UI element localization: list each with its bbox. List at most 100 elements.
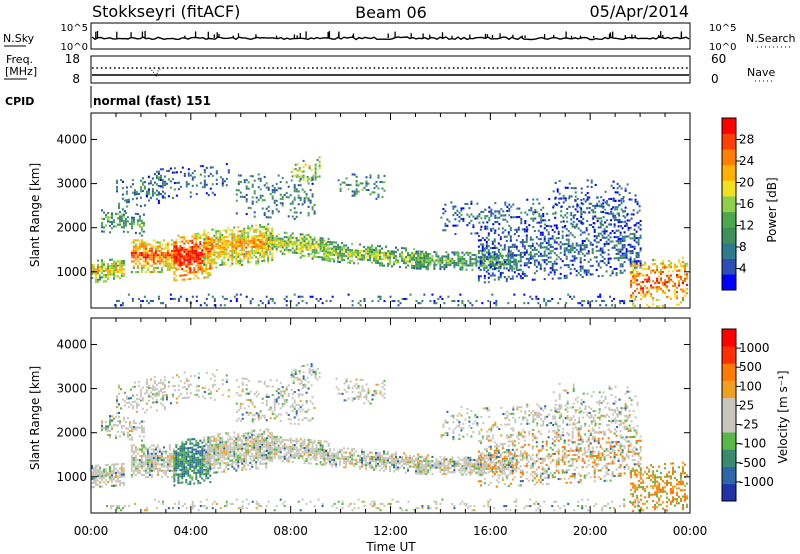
heatmap-cell	[267, 261, 270, 264]
heatmap-cell	[115, 269, 117, 272]
heatmap-cell	[668, 264, 670, 267]
heatmap-cell	[511, 254, 514, 257]
heatmap-cell	[187, 242, 190, 245]
heatmap-cell	[595, 235, 598, 238]
heatmap-cell	[504, 214, 507, 217]
heatmap-cell	[213, 241, 216, 244]
heatmap-cell	[207, 455, 210, 458]
heatmap-cell	[575, 274, 578, 277]
heatmap-cell	[607, 249, 610, 252]
heatmap-cell	[425, 257, 428, 260]
heatmap-cell	[231, 243, 234, 246]
heatmap-cell	[113, 478, 115, 481]
heatmap-cell	[646, 278, 649, 281]
heatmap-cell	[175, 452, 178, 455]
heatmap-cell	[553, 241, 556, 244]
nsky-tick-bottom: 10^0	[61, 42, 88, 53]
heatmap-cell	[142, 454, 145, 457]
heatmap-cell	[323, 251, 326, 254]
heatmap-cell	[573, 225, 576, 228]
heatmap-cell	[497, 227, 500, 230]
heatmap-cell	[383, 264, 385, 267]
heatmap-cell	[419, 252, 422, 255]
heatmap-cell	[185, 181, 188, 184]
heatmap-cell	[138, 459, 141, 462]
heatmap-cell	[199, 236, 202, 239]
heatmap-cell	[355, 190, 358, 193]
heatmap-cell	[205, 244, 208, 247]
heatmap-cell	[203, 261, 206, 264]
heatmap-cell	[371, 248, 373, 251]
heatmap-cell	[148, 247, 151, 250]
heatmap-cell	[203, 263, 206, 266]
heatmap-cell	[489, 247, 492, 250]
heatmap-cell	[569, 272, 572, 275]
heatmap-cell	[575, 257, 578, 260]
heatmap-cell	[175, 465, 178, 468]
heatmap-cell	[517, 228, 520, 231]
heatmap-cell	[134, 469, 137, 472]
heatmap-cell	[243, 244, 246, 247]
heatmap-cell	[156, 256, 159, 259]
heatmap-cell	[287, 215, 290, 218]
heatmap-cell	[285, 231, 288, 234]
heatmap-cell	[505, 263, 508, 266]
heatmap-cell	[547, 248, 550, 251]
heatmap-cell	[479, 249, 482, 252]
heatmap-cell	[157, 185, 160, 188]
heatmap-cell	[156, 454, 159, 457]
heatmap-cell	[146, 260, 149, 263]
heatmap-cell	[601, 255, 604, 258]
power-colorbar-label: Power [dB]	[765, 177, 779, 242]
heatmap-cell	[219, 246, 222, 249]
heatmap-cell	[265, 242, 268, 245]
heatmap-cell	[567, 230, 570, 233]
heatmap-cell	[556, 227, 559, 230]
heatmap-cell	[203, 302, 206, 305]
heatmap-cell	[209, 237, 212, 240]
heatmap-cell	[162, 469, 165, 472]
heatmap-cell	[161, 184, 164, 187]
heatmap-cell	[581, 240, 584, 243]
heatmap-cell	[160, 452, 163, 455]
heatmap-cell	[105, 429, 107, 432]
heatmap-cell	[483, 255, 486, 258]
heatmap-cell	[157, 193, 160, 196]
heatmap-cell	[339, 254, 342, 257]
heatmap-cell	[187, 263, 190, 266]
heatmap-cell	[259, 245, 262, 248]
heatmap-cell	[146, 454, 149, 457]
heatmap-cell	[411, 258, 413, 261]
colorbar-swatch	[722, 227, 736, 244]
heatmap-cell	[475, 258, 478, 261]
heatmap-cell	[109, 267, 111, 270]
nsky-panel: N.Sky 10^5 10^0 10^5 10^0 N.Search	[3, 22, 796, 53]
heatmap-cell	[532, 217, 535, 220]
heatmap-cell	[103, 427, 105, 430]
heatmap-cell	[261, 232, 264, 235]
heatmap-cell	[654, 269, 657, 272]
heatmap-cell	[684, 273, 686, 276]
heatmap-cell	[199, 467, 202, 470]
heatmap-cell	[527, 302, 530, 305]
heatmap-cell	[201, 473, 204, 476]
heatmap-cell	[93, 477, 95, 480]
heatmap-cell	[239, 245, 242, 248]
heatmap-cell	[221, 240, 224, 243]
heatmap-cell	[253, 254, 256, 257]
heatmap-cell	[189, 258, 192, 261]
heatmap-cell	[173, 171, 176, 174]
heatmap-cell	[185, 185, 188, 188]
heatmap-cell	[117, 270, 119, 273]
heatmap-cell	[529, 261, 532, 264]
heatmap-cell	[547, 224, 550, 227]
heatmap-cell	[111, 484, 113, 487]
heatmap-cell	[393, 261, 395, 264]
heatmap-cell	[201, 460, 204, 463]
heatmap-cell	[491, 251, 494, 254]
heatmap-cell	[134, 450, 137, 453]
heatmap-cell	[221, 234, 224, 237]
heatmap-cell	[170, 239, 173, 242]
heatmap-cell	[150, 264, 153, 267]
heatmap-cell	[503, 265, 506, 268]
